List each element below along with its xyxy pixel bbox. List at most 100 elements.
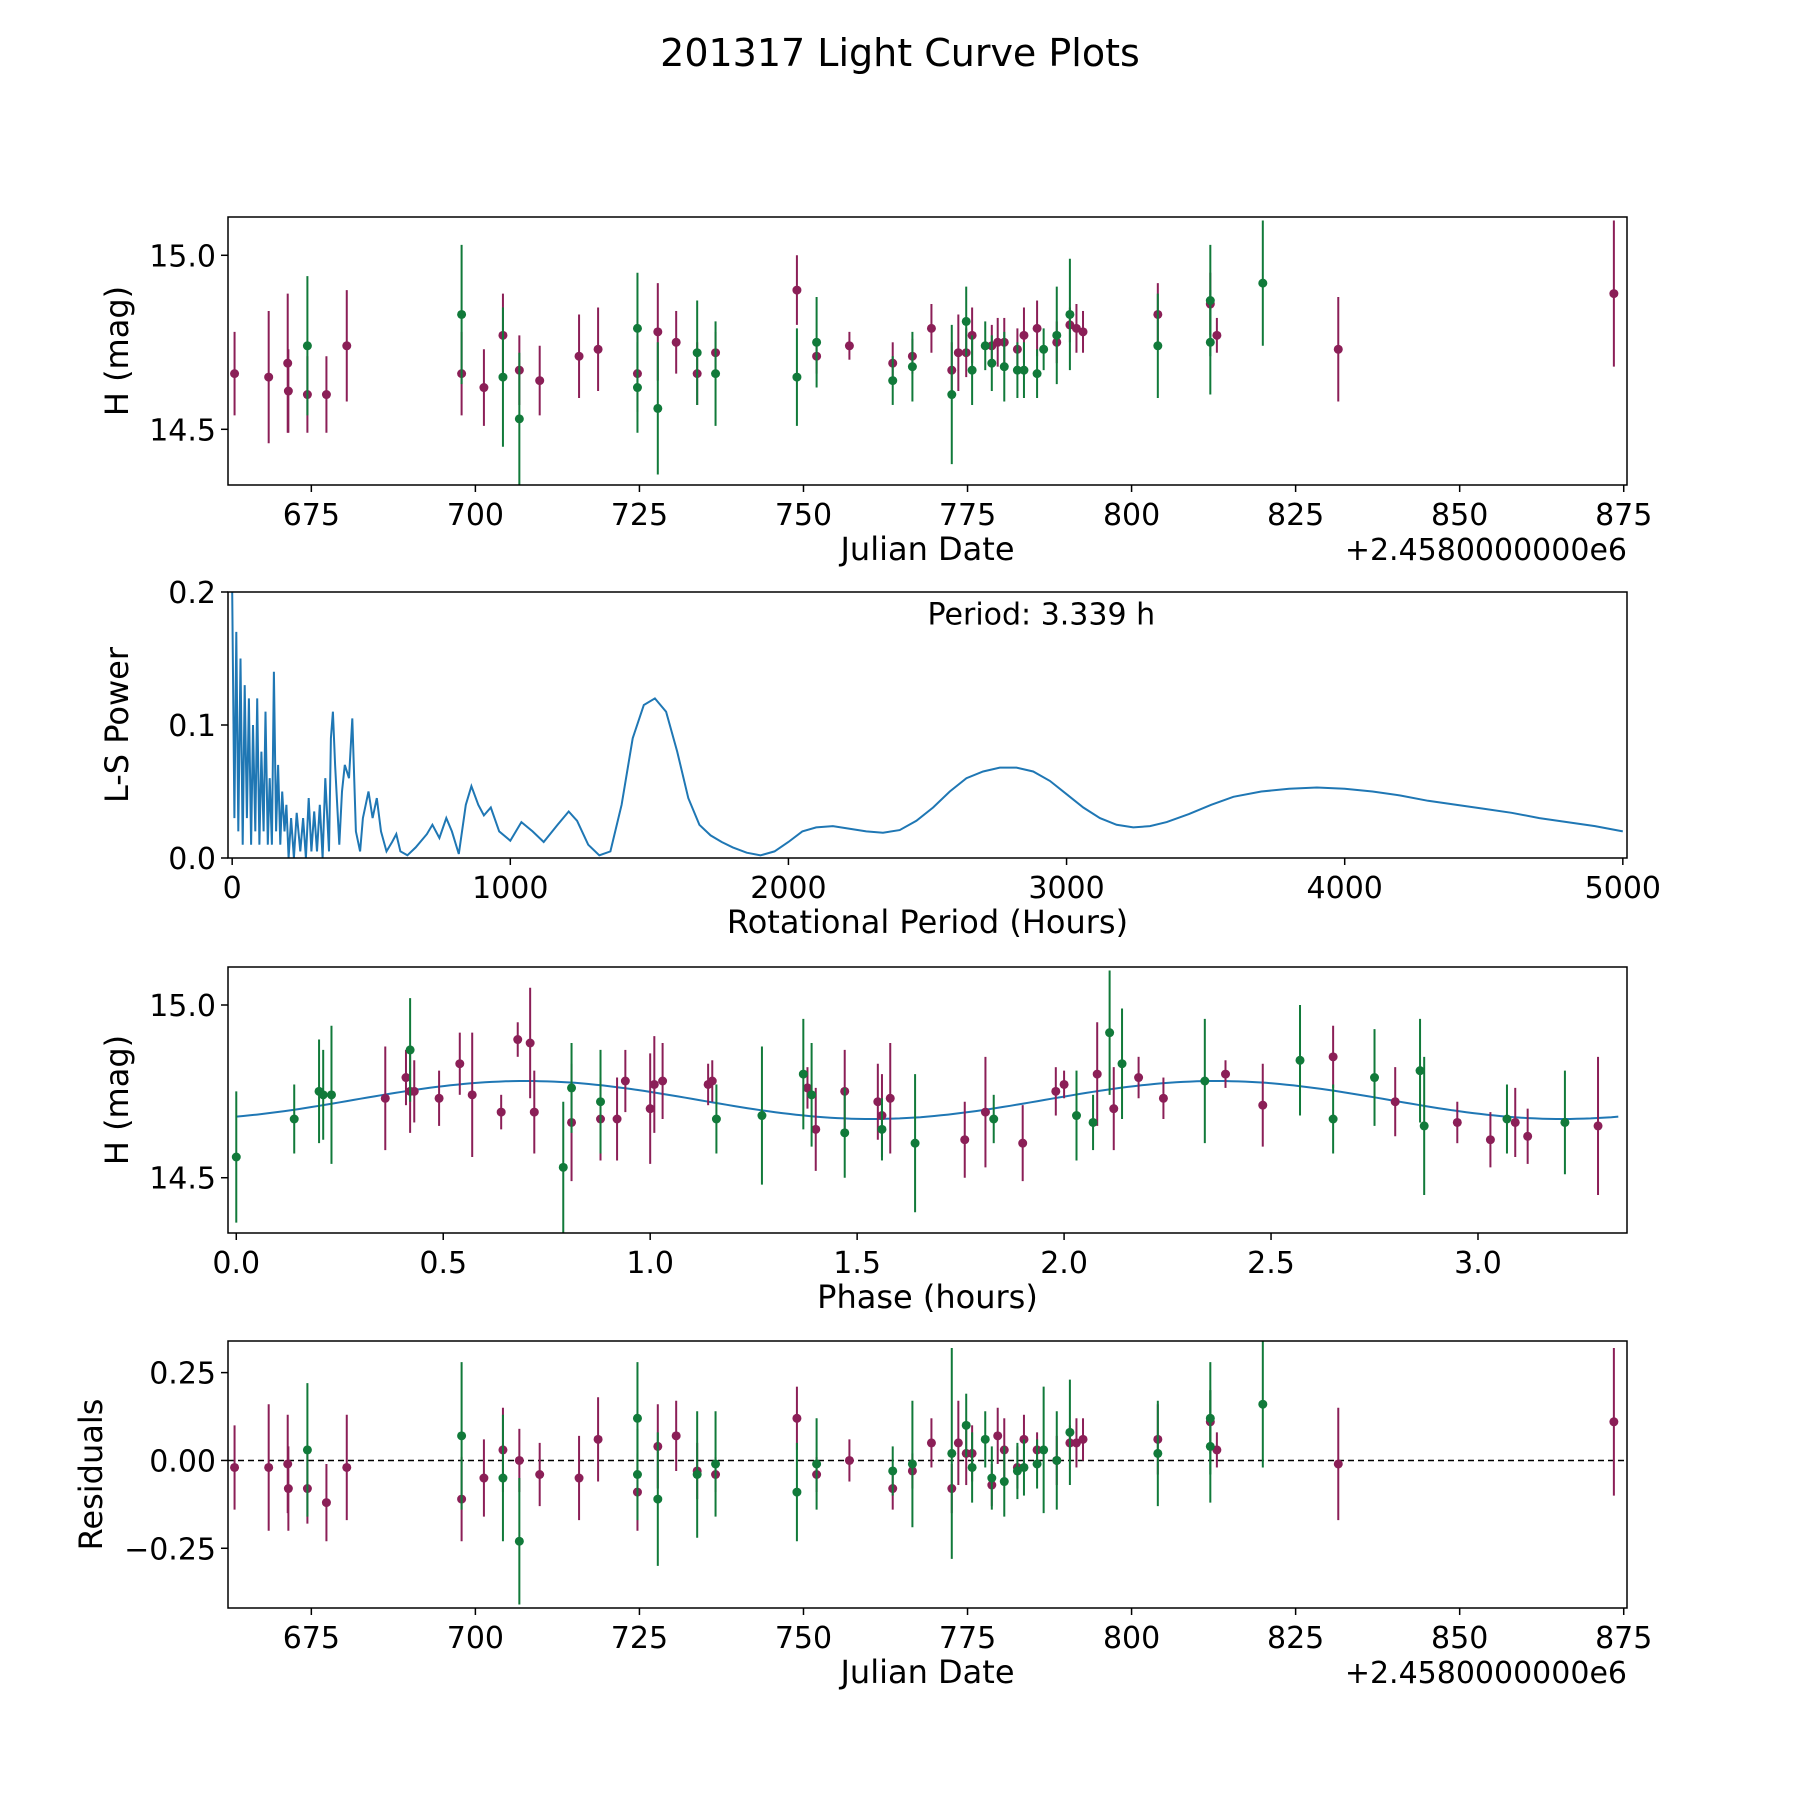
series_a-data-point xyxy=(593,1434,603,1444)
series_b-data-point xyxy=(1039,1445,1049,1455)
series_b-data-point xyxy=(1200,1076,1210,1086)
series_a-data-point xyxy=(1452,1117,1462,1127)
series_b-data-point xyxy=(1295,1055,1305,1065)
series_b-data-point xyxy=(888,376,898,386)
series_b-data-point xyxy=(596,1097,606,1107)
y-tick-label: 15.0 xyxy=(149,989,216,1024)
series_a-data-point xyxy=(1019,330,1029,340)
series_b-data-point xyxy=(907,1459,917,1469)
series_b-data-point xyxy=(1415,1066,1425,1076)
series_a-data-point xyxy=(953,1438,963,1448)
x-tick-label: 3000 xyxy=(1028,871,1104,906)
series_a-data-point xyxy=(380,1093,390,1103)
x-tick-label: 775 xyxy=(939,498,996,533)
x-tick-label: 725 xyxy=(611,498,668,533)
x-tick-label: 1.5 xyxy=(833,1246,881,1281)
series_b-data-point xyxy=(1105,1028,1115,1038)
x-axis-label: Julian Date xyxy=(838,1653,1014,1691)
series_b-data-point xyxy=(1032,369,1042,379)
series_a-data-point xyxy=(792,1413,802,1423)
series_b-data-point xyxy=(1019,1462,1029,1472)
series_b-data-point xyxy=(1258,1399,1268,1409)
series_b-data-point xyxy=(632,1413,642,1423)
series_a-data-point xyxy=(1485,1135,1495,1145)
panel-lightcurve: 675 700 725 750 775 800 825 850 875 14.5 15.0 Julia… xyxy=(98,216,1652,568)
y-axis-label: L-S Power xyxy=(98,646,136,803)
series_b-data-point xyxy=(947,390,957,400)
series_b-data-point xyxy=(318,1090,328,1100)
best-period-annotation: Period: 3.339 h xyxy=(928,598,1156,633)
series_b-data-point xyxy=(1065,309,1075,319)
panel-phased: 0.0 0.5 1.0 1.5 2.0 2.5 3.0 14.5 15.0 Phase (hour… xyxy=(98,966,1628,1316)
series_b-data-point xyxy=(567,1083,577,1093)
x-tick-label: 2000 xyxy=(750,871,826,906)
plot-panels: 675 700 725 750 775 800 825 850 875 14.5 15.0 Julia… xyxy=(72,216,1661,1691)
series_b-data-point xyxy=(888,1466,898,1476)
series_b-data-point xyxy=(632,383,642,393)
series_a-data-point xyxy=(844,1455,854,1465)
series_b-data-point xyxy=(792,1487,802,1497)
series_b-data-point xyxy=(514,1536,524,1546)
series_b-data-point xyxy=(987,1473,997,1483)
series_a-data-point xyxy=(264,372,274,382)
series_a-data-point xyxy=(535,1470,545,1479)
x-tick-label: 725 xyxy=(611,1621,668,1656)
x-tick-label: 875 xyxy=(1595,498,1652,533)
series_b-data-point xyxy=(231,1152,241,1162)
x-tick-label: 750 xyxy=(775,498,832,533)
series_a-data-point xyxy=(1018,1138,1028,1148)
series_a-data-point xyxy=(1333,344,1343,354)
x-tick-label: 700 xyxy=(447,1621,504,1656)
x-tick-label: 825 xyxy=(1267,1621,1324,1656)
series_b-data-point xyxy=(1258,278,1268,288)
lomb-scargle-power-curve xyxy=(231,592,1623,858)
series_a-data-point xyxy=(649,1079,659,1089)
series_a-data-point xyxy=(844,341,854,351)
x-tick-label: 1000 xyxy=(472,871,548,906)
x-tick-label: 775 xyxy=(939,1621,996,1656)
series_a-data-point xyxy=(1609,1417,1619,1427)
series_a-data-point xyxy=(980,1107,990,1117)
series_b-data-point xyxy=(1032,1459,1042,1469)
series_a-data-point xyxy=(593,344,603,354)
series_a-data-point xyxy=(993,337,1003,347)
series_b-data-point xyxy=(711,369,721,379)
x-tick-label: 875 xyxy=(1595,1621,1652,1656)
x-offset-label: +2.4580000000e6 xyxy=(1345,533,1627,568)
series_a-data-point xyxy=(342,1462,352,1472)
series_b-data-point xyxy=(812,1459,822,1469)
series_b-data-point xyxy=(1328,1114,1338,1124)
series_a-data-point xyxy=(479,383,489,393)
series_a-data-point xyxy=(230,369,240,379)
series_a-data-point xyxy=(321,1498,331,1508)
series_a-data-point xyxy=(401,1073,411,1083)
series_b-data-point xyxy=(632,323,642,333)
series_b-data-point xyxy=(961,316,971,326)
series_a-data-point xyxy=(409,1086,419,1096)
series_a-data-point xyxy=(1078,327,1088,337)
series_b-data-point xyxy=(692,1470,702,1479)
series_b-data-point xyxy=(980,1434,990,1444)
x-tick-label: 800 xyxy=(1103,1621,1160,1656)
y-tick-label: 15.0 xyxy=(149,239,216,274)
series_a-data-point xyxy=(953,348,963,358)
x-tick-label: 3.0 xyxy=(1454,1246,1502,1281)
phased-axes-frame xyxy=(227,966,1628,1234)
series_a-data-point xyxy=(525,1038,535,1048)
series_b-data-point xyxy=(711,1459,721,1469)
x-tick-label: 2.0 xyxy=(1040,1246,1088,1281)
series_b-data-point xyxy=(1153,341,1163,351)
lightcurve-axes-frame xyxy=(227,216,1628,486)
series_b-data-point xyxy=(1039,344,1049,354)
series_b-data-point xyxy=(840,1128,850,1138)
series_a-data-point xyxy=(467,1090,477,1100)
series_a-data-point xyxy=(283,386,293,396)
series_a-data-point xyxy=(658,1076,668,1086)
series_a-data-point xyxy=(671,337,681,347)
series_b-data-point xyxy=(961,1420,971,1430)
series_a-data-point xyxy=(230,1462,240,1472)
series_b-data-point xyxy=(910,1138,920,1148)
series_b-data-point xyxy=(1205,296,1215,306)
series_b-data-point xyxy=(967,365,977,375)
